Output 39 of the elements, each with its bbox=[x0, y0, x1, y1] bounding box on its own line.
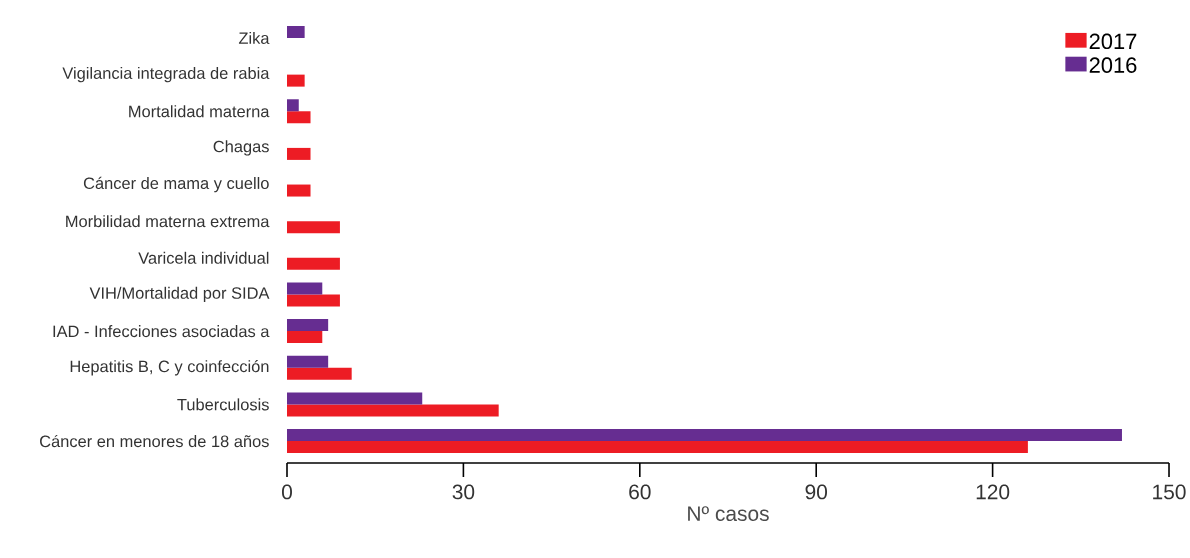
bar bbox=[287, 319, 329, 332]
y-tick-label: Tuberculosis bbox=[177, 398, 269, 411]
y-tick-label: Cáncer en menores de 18 años bbox=[40, 434, 269, 448]
x-tick-label: 90 bbox=[805, 484, 828, 500]
bar bbox=[287, 392, 423, 405]
y-tick-label: Hepatitis B, C y coinfección bbox=[70, 359, 269, 376]
y-tick-label: Cáncer de mama y cuello bbox=[83, 176, 269, 193]
legend-label: 2017 bbox=[1089, 33, 1137, 50]
y-tick-label: IAD - Infecciones asociadas a bbox=[53, 325, 270, 338]
x-tick-label: 30 bbox=[452, 484, 475, 500]
bar bbox=[287, 404, 499, 417]
x-tick-label: 120 bbox=[976, 484, 1010, 500]
bar bbox=[287, 355, 329, 368]
bar bbox=[287, 441, 1028, 454]
y-tick-label: Vigilancia integrada de rabia bbox=[62, 66, 270, 83]
x-tick-label: 150 bbox=[1153, 484, 1186, 500]
bar bbox=[287, 74, 305, 87]
bar bbox=[287, 282, 323, 295]
x-tick-label: 60 bbox=[629, 484, 651, 500]
y-tick-label: Varicela individual bbox=[138, 251, 269, 264]
bar bbox=[287, 184, 311, 197]
bar bbox=[287, 25, 305, 38]
bar bbox=[287, 429, 1122, 442]
legend-label: 2016 bbox=[1089, 57, 1137, 73]
bar bbox=[287, 221, 340, 234]
bar bbox=[287, 367, 352, 380]
bar bbox=[287, 257, 340, 270]
bar bbox=[287, 147, 311, 160]
y-tick-label: Morbilidad materna extrema bbox=[66, 215, 270, 228]
bar bbox=[287, 331, 323, 344]
x-tick-label: 0 bbox=[282, 484, 292, 500]
y-tick-label: VIH/Mortalidad por SIDA bbox=[89, 286, 270, 303]
bar bbox=[287, 99, 299, 112]
bar bbox=[287, 111, 311, 124]
y-tick-label: Mortalidad materna bbox=[129, 105, 270, 118]
y-tick-label: Zika bbox=[238, 31, 270, 45]
y-tick-label: Chagas bbox=[213, 140, 269, 156]
bar bbox=[287, 294, 340, 307]
x-axis-title: Nº casos bbox=[688, 506, 769, 522]
